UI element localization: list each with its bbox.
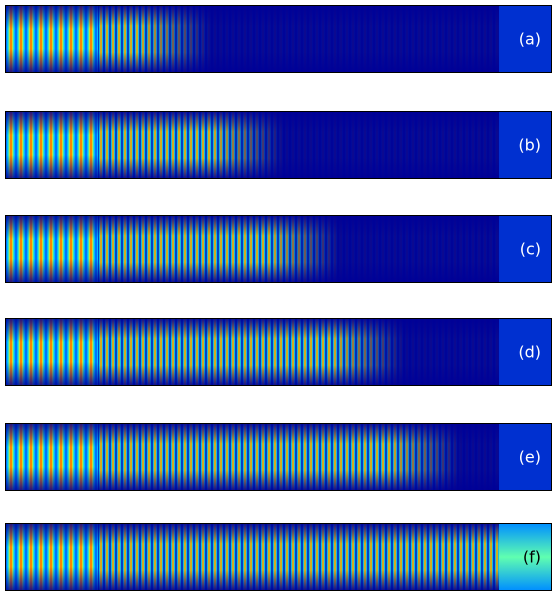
panel-label: (a) (519, 30, 541, 49)
field-mid (98, 112, 501, 178)
field-left (6, 6, 98, 72)
field-mid (98, 424, 501, 490)
panel: (b) (5, 111, 552, 179)
field-mid (98, 216, 501, 282)
panel: (f) (5, 523, 552, 591)
panel: (d) (5, 318, 552, 386)
field-mid (98, 319, 501, 385)
panel-label: (b) (518, 136, 541, 155)
panel: (c) (5, 215, 552, 283)
panel: (e) (5, 423, 552, 491)
field-mid (98, 524, 501, 590)
field-left (6, 319, 98, 385)
panel-label: (e) (519, 448, 541, 467)
field-left (6, 112, 98, 178)
field-left (6, 424, 98, 490)
panel-label: (f) (523, 548, 541, 567)
panel-label: (d) (518, 343, 541, 362)
panel: (a) (5, 5, 552, 73)
field-mid (98, 6, 501, 72)
panel-label: (c) (520, 240, 541, 259)
field-left (6, 216, 98, 282)
figure: (a) (b) (c) (d) (e) (f) (() => { const d… (0, 0, 557, 591)
field-left (6, 524, 98, 590)
